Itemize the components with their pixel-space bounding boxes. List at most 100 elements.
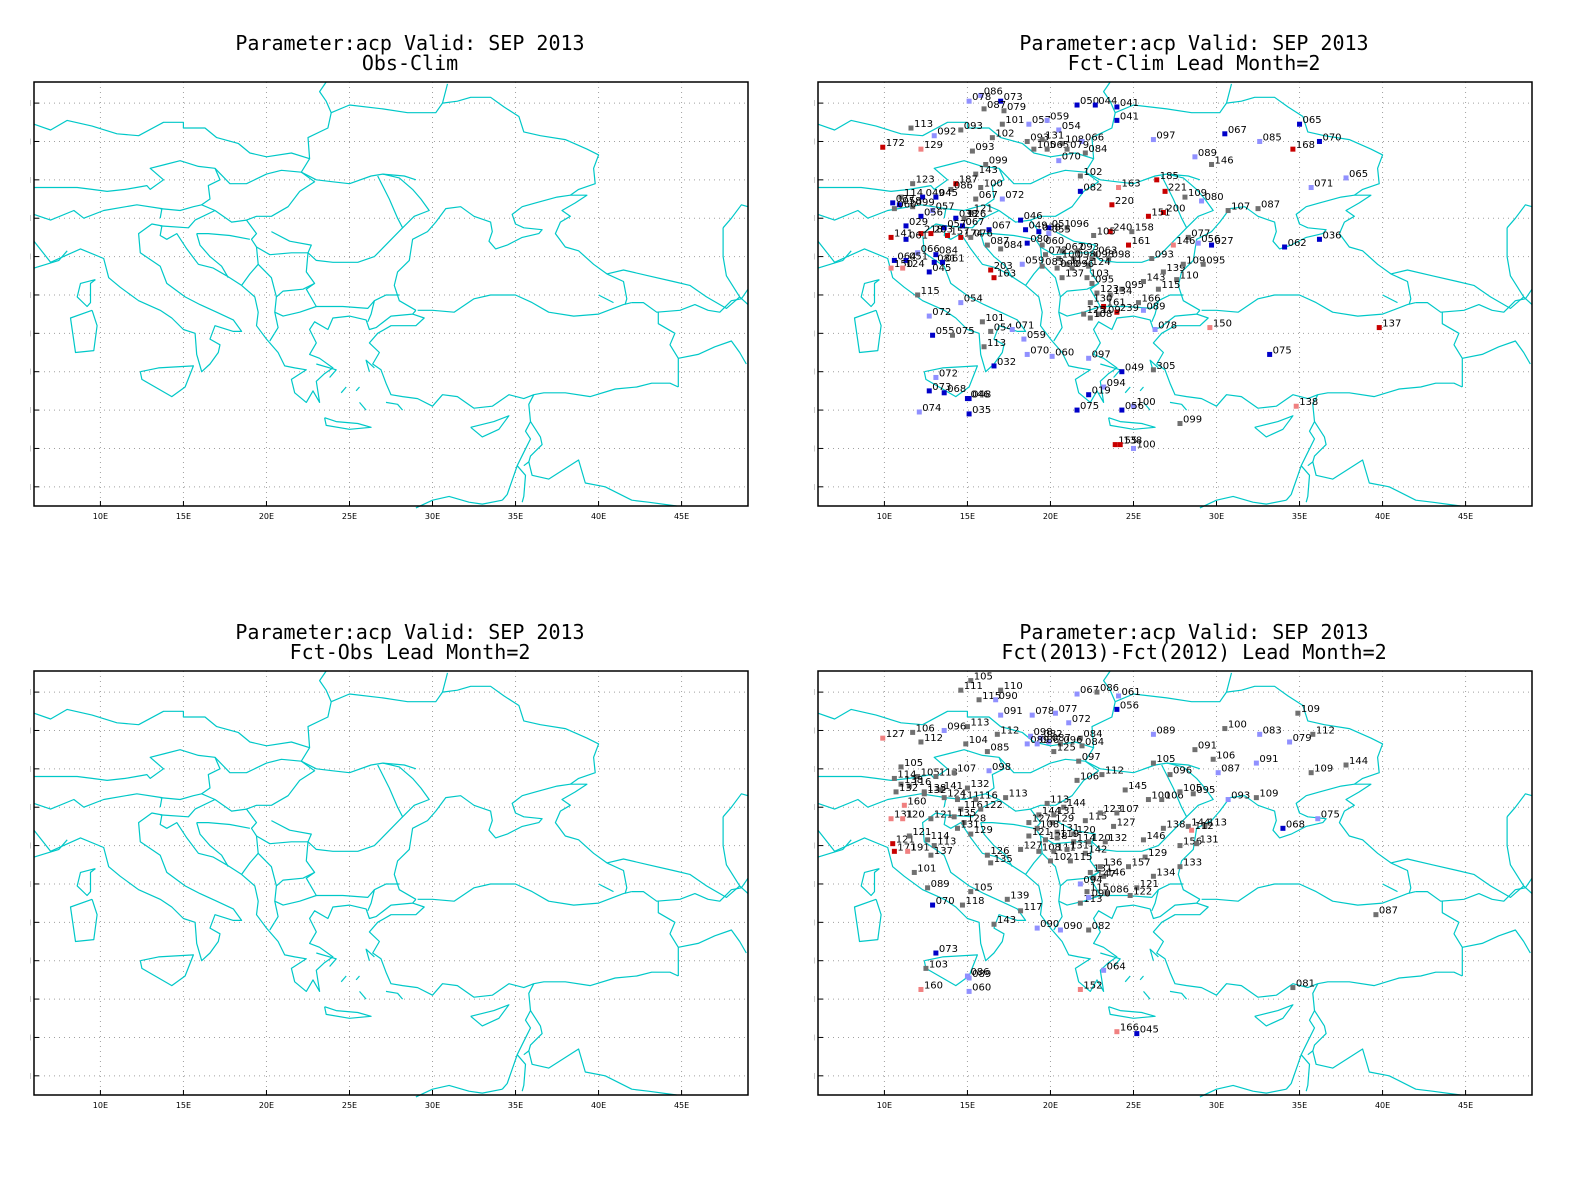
coastline <box>33 793 163 810</box>
station-value: 087 <box>1052 733 1071 744</box>
lat-tick-label: 38N <box>814 957 815 966</box>
station-value: 054 <box>994 322 1013 333</box>
coastline <box>1506 793 1533 818</box>
station-value: 141 <box>944 781 963 792</box>
station-value: 144 <box>1191 817 1210 828</box>
station-value: 200 <box>1166 203 1185 214</box>
coastline <box>355 975 360 981</box>
station-marker <box>1126 242 1132 248</box>
coastline <box>33 250 68 269</box>
station-value: 105 <box>1156 754 1175 765</box>
coastline <box>1307 459 1461 507</box>
station-value: 083 <box>1263 725 1282 736</box>
station-marker <box>1126 864 1132 870</box>
station-marker <box>888 265 894 271</box>
coastline <box>160 204 202 212</box>
station-marker <box>1112 442 1118 448</box>
coastline <box>1124 386 1131 394</box>
station-value: 185 <box>1160 171 1179 182</box>
station-marker <box>1282 244 1288 250</box>
station-marker <box>1290 146 1296 152</box>
station-value: 087 <box>1221 764 1240 775</box>
station-value: 068 <box>947 384 966 395</box>
station-marker <box>1082 850 1088 856</box>
station-value: 096 <box>947 721 966 732</box>
station-marker <box>938 787 944 793</box>
coastline <box>817 250 852 269</box>
station-marker <box>1054 829 1060 835</box>
station-marker <box>968 209 974 215</box>
station-marker <box>978 92 984 98</box>
station-marker <box>1089 280 1095 286</box>
lat-tick-label: 44N <box>30 842 31 851</box>
panel-fct-diff: Parameter:acp Valid: SEP 2013 Fct(2013)-… <box>814 619 1574 1179</box>
station-value: 038 <box>1042 223 1061 234</box>
station-value: 070 <box>1062 152 1081 163</box>
station-marker <box>1056 127 1062 133</box>
station-marker <box>1024 351 1030 357</box>
station-value: 082 <box>1044 729 1063 740</box>
panel-title-line2: Fct(2013)-Fct(2012) Lead Month=2 <box>1001 640 1387 664</box>
station-marker <box>1114 104 1120 110</box>
station-marker <box>1194 841 1200 847</box>
station-value: 098 <box>1077 250 1096 261</box>
coastline <box>817 839 852 858</box>
station-marker <box>988 860 994 866</box>
coastline <box>528 1010 543 1052</box>
station-marker <box>961 820 967 826</box>
coastline <box>1030 760 1100 810</box>
lat-tick-label: 34N <box>30 1033 31 1042</box>
coastline <box>368 313 535 501</box>
coastline <box>598 883 614 893</box>
coastline <box>817 204 947 221</box>
lon-tick-label: 25E <box>1126 1101 1141 1110</box>
coastline <box>1089 841 1184 898</box>
station-value: 117 <box>1024 902 1043 913</box>
station-value: 075 <box>1321 810 1340 821</box>
coastline <box>139 365 194 398</box>
station-marker <box>1034 925 1040 931</box>
station-value: 093 <box>1080 242 1099 253</box>
station-marker <box>1059 248 1065 254</box>
coastline <box>516 465 527 503</box>
station-value: 075 <box>955 326 974 337</box>
station-value: 070 <box>1322 132 1341 143</box>
station-marker <box>1064 146 1070 152</box>
coastlines <box>33 81 749 509</box>
station-marker <box>1064 225 1070 231</box>
station-marker <box>1140 307 1146 313</box>
station-marker <box>1051 848 1057 854</box>
station-marker <box>1051 749 1057 755</box>
station-marker <box>1064 846 1070 852</box>
station-marker <box>933 374 939 380</box>
station-value: 114 <box>897 769 916 780</box>
station-marker <box>1134 1031 1140 1037</box>
coastline <box>722 204 749 229</box>
station-value: 049 <box>1125 363 1144 374</box>
coastline <box>441 83 449 104</box>
lat-tick-label: 42N <box>814 291 815 300</box>
station-marker <box>910 181 916 187</box>
station-marker <box>1026 121 1032 127</box>
station-marker <box>920 194 926 200</box>
station-value: 078 <box>1035 706 1054 717</box>
coastline <box>1300 1054 1311 1092</box>
station-value: 063 <box>1098 246 1117 257</box>
coastline <box>1225 83 1233 104</box>
coastline <box>76 868 96 897</box>
station-value: 106 <box>1080 771 1099 782</box>
station-marker <box>1119 369 1125 375</box>
station-value: 127 <box>1032 814 1051 825</box>
lat-tick-label: 52N <box>814 688 815 697</box>
station-marker <box>1009 326 1015 332</box>
station-marker <box>1087 869 1093 875</box>
coastline <box>1201 883 1416 906</box>
lat-tick-label: 52N <box>30 99 31 108</box>
station-marker <box>915 774 921 780</box>
station-marker <box>1102 839 1108 845</box>
station-marker <box>1084 275 1090 281</box>
station-value: 045 <box>932 263 951 274</box>
lon-tick-label: 35E <box>508 512 523 521</box>
station-value: 138 <box>1299 397 1318 408</box>
coastline <box>1151 889 1159 912</box>
